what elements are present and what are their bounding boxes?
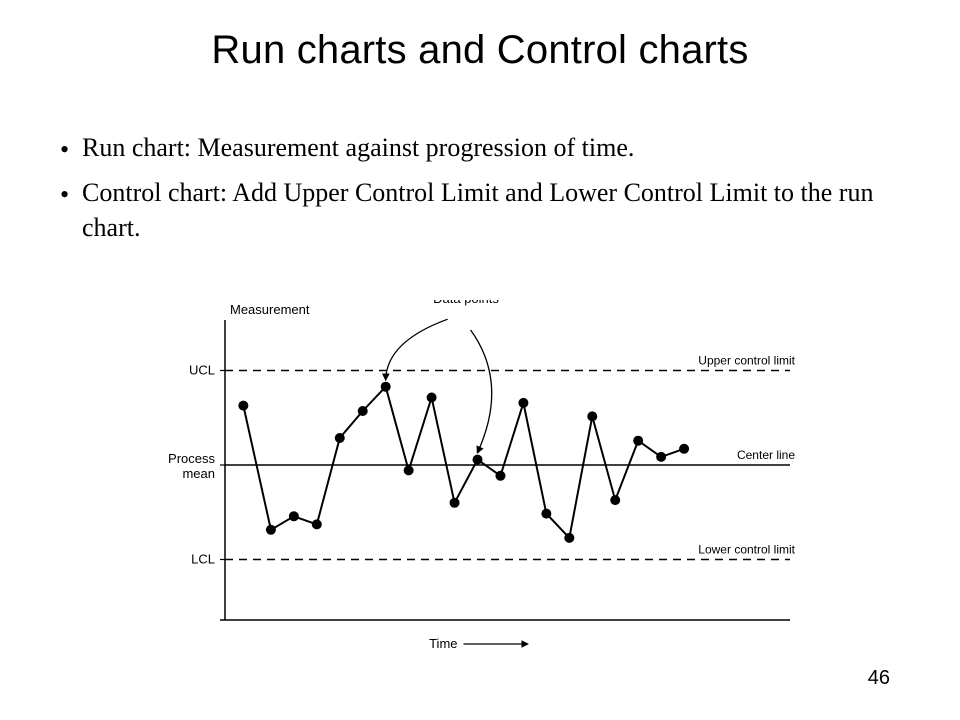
list-item: • Control chart: Add Upper Control Limit… <box>60 175 890 245</box>
bullet-text: Control chart: Add Upper Control Limit a… <box>82 175 890 245</box>
svg-text:Measurement: Measurement <box>230 302 310 317</box>
bullet-list: • Run chart: Measurement against progres… <box>60 130 890 253</box>
bullet-dot: • <box>60 130 82 167</box>
svg-text:Time: Time <box>429 636 457 651</box>
chart-svg: Measurement Time UCL LCL Processmean Upper co… <box>130 300 850 660</box>
control-chart: Measurement Time UCL LCL Processmean Upper co… <box>130 300 850 660</box>
svg-text:Data points: Data points <box>433 300 499 306</box>
slide: Run charts and Control charts • Run char… <box>0 0 960 720</box>
svg-text:UCL: UCL <box>189 363 215 378</box>
svg-text:Lower control limit: Lower control limit <box>698 543 795 557</box>
svg-text:Process: Process <box>168 451 215 466</box>
svg-text:Upper control limit: Upper control limit <box>698 354 795 368</box>
svg-text:Center line: Center line <box>737 448 795 462</box>
svg-text:LCL: LCL <box>191 552 215 567</box>
bullet-dot: • <box>60 175 82 212</box>
bullet-text: Run chart: Measurement against progressi… <box>82 130 890 165</box>
page-number: 46 <box>868 667 890 690</box>
page-title: Run charts and Control charts <box>0 28 960 73</box>
list-item: • Run chart: Measurement against progres… <box>60 130 890 167</box>
svg-text:mean: mean <box>182 466 215 481</box>
